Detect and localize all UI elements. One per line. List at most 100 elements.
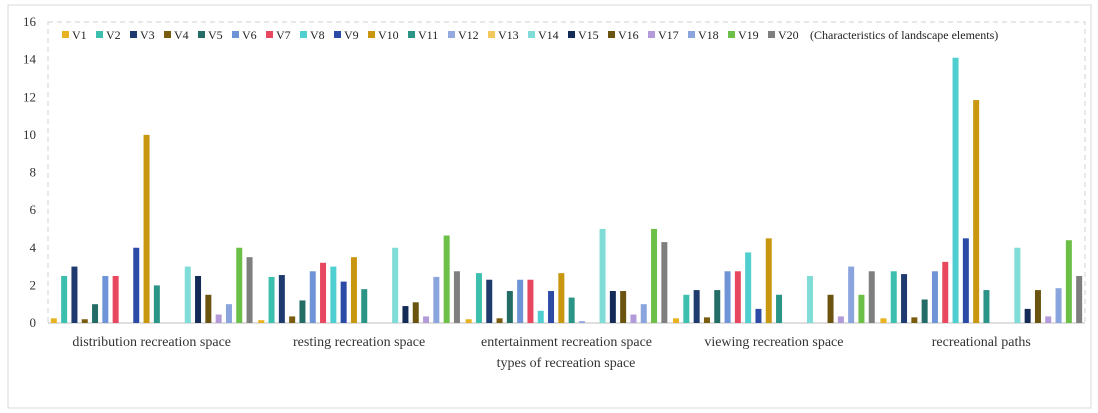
- bar-v17: [837, 316, 844, 323]
- bar-v16: [1034, 290, 1041, 323]
- legend-swatch-v8: [300, 31, 307, 38]
- bar-v10: [350, 257, 357, 323]
- legend-label: V10: [378, 28, 399, 42]
- category-label: viewing recreation space: [704, 335, 843, 350]
- bar-series-group: [50, 57, 1083, 324]
- bar-v16: [827, 294, 834, 323]
- legend-swatch-v2: [96, 31, 103, 38]
- bar-v10: [973, 100, 980, 323]
- bar-v5: [506, 291, 513, 323]
- bar-v1: [465, 319, 472, 323]
- y-tick-label: 10: [23, 127, 36, 142]
- legend-swatch-v4: [164, 31, 171, 38]
- bar-v15: [402, 306, 409, 323]
- bar-v5: [92, 304, 99, 323]
- legend-swatch-v6: [232, 31, 239, 38]
- bar-v9: [340, 281, 347, 323]
- bar-v17: [423, 316, 430, 323]
- bar-v9: [962, 238, 969, 323]
- bar-v4: [496, 318, 503, 323]
- bar-v18: [225, 304, 232, 323]
- bar-v18: [640, 304, 647, 323]
- legend-swatch-v15: [568, 31, 575, 38]
- bar-v2: [61, 275, 68, 323]
- legend-swatch-v1: [62, 31, 69, 38]
- legend-label: V14: [538, 28, 559, 42]
- legend-swatch-v20: [768, 31, 775, 38]
- bar-v20: [453, 271, 460, 323]
- bar-v19: [1065, 240, 1072, 323]
- bar-v9: [548, 291, 555, 323]
- bar-v11: [983, 290, 990, 323]
- bar-v3: [71, 266, 78, 323]
- legend-swatch-v17: [648, 31, 655, 38]
- legend-label: V20: [778, 28, 799, 42]
- y-tick-label: 16: [23, 14, 37, 29]
- y-tick-label: 6: [30, 202, 37, 217]
- legend-swatch-v7: [266, 31, 273, 38]
- bar-v19: [858, 294, 865, 323]
- category-label: entertainment recreation space: [481, 335, 652, 350]
- legend: V1 V2 V3 V4 V5 V6 V7 V8 V9 V10 V11 V12 V13 V14 V15 V16 V…: [62, 28, 998, 42]
- legend-swatch-v16: [608, 31, 615, 38]
- bar-v2: [890, 271, 897, 323]
- legend-swatch-v11: [408, 31, 415, 38]
- bar-v5: [921, 299, 928, 323]
- chart-border: [7, 4, 1092, 409]
- legend-label: V13: [498, 28, 519, 42]
- bar-v14: [184, 266, 191, 323]
- legend-note: (Characteristics of landscape elements): [810, 28, 998, 42]
- category-label: distribution recreation space: [72, 335, 231, 350]
- bar-v2: [683, 294, 690, 323]
- bar-v18: [848, 266, 855, 323]
- legend-label: V17: [658, 28, 679, 42]
- bar-v5: [299, 300, 306, 323]
- bar-v4: [703, 317, 710, 323]
- bar-v10: [765, 238, 772, 323]
- bar-v20: [246, 257, 253, 323]
- bar-v3: [693, 290, 700, 323]
- category-labels: distribution recreation space resting rec…: [72, 335, 1030, 350]
- y-tick-label: 8: [30, 165, 37, 180]
- legend-swatch-v3: [130, 31, 137, 38]
- legend-label: V16: [618, 28, 639, 42]
- bar-v10: [143, 134, 150, 324]
- bar-v1: [50, 318, 57, 323]
- bar-v6: [931, 271, 938, 323]
- legend-swatch-v13: [488, 31, 495, 38]
- y-tick-label: 12: [23, 89, 36, 104]
- bar-v1: [880, 318, 887, 323]
- bar-v7: [734, 271, 741, 323]
- bar-v15: [195, 275, 202, 323]
- bar-v6: [102, 275, 109, 323]
- bar-v1: [673, 318, 680, 323]
- bar-v5: [714, 290, 721, 323]
- category-label: resting recreation space: [293, 335, 425, 350]
- y-tick-label: 4: [30, 240, 37, 255]
- legend-swatch-v10: [368, 31, 375, 38]
- category-label: recreational paths: [932, 335, 1031, 350]
- bar-v11: [568, 297, 575, 323]
- legend-swatch-v5: [198, 31, 205, 38]
- bar-v19: [236, 247, 243, 323]
- legend-swatch-v18: [688, 31, 695, 38]
- bar-v6: [309, 271, 316, 323]
- bar-v12: [578, 321, 585, 323]
- bar-v19: [443, 235, 450, 323]
- legend-label: V7: [276, 28, 291, 42]
- bar-v14: [806, 275, 813, 323]
- y-tick-label: 2: [30, 277, 37, 292]
- y-axis-tick-labels: 0 2 4 6 8 10 12 14 16: [23, 14, 37, 330]
- bar-v4: [289, 316, 296, 323]
- bar-v14: [392, 247, 399, 323]
- bar-v20: [661, 242, 668, 323]
- bar-v8: [745, 252, 752, 323]
- legend-label: V18: [698, 28, 719, 42]
- legend-swatch-v9: [334, 31, 341, 38]
- bar-v16: [205, 294, 212, 323]
- bar-v8: [537, 310, 544, 323]
- legend-label: V4: [174, 28, 189, 42]
- bar-v2: [268, 276, 275, 323]
- bar-v2: [475, 273, 482, 323]
